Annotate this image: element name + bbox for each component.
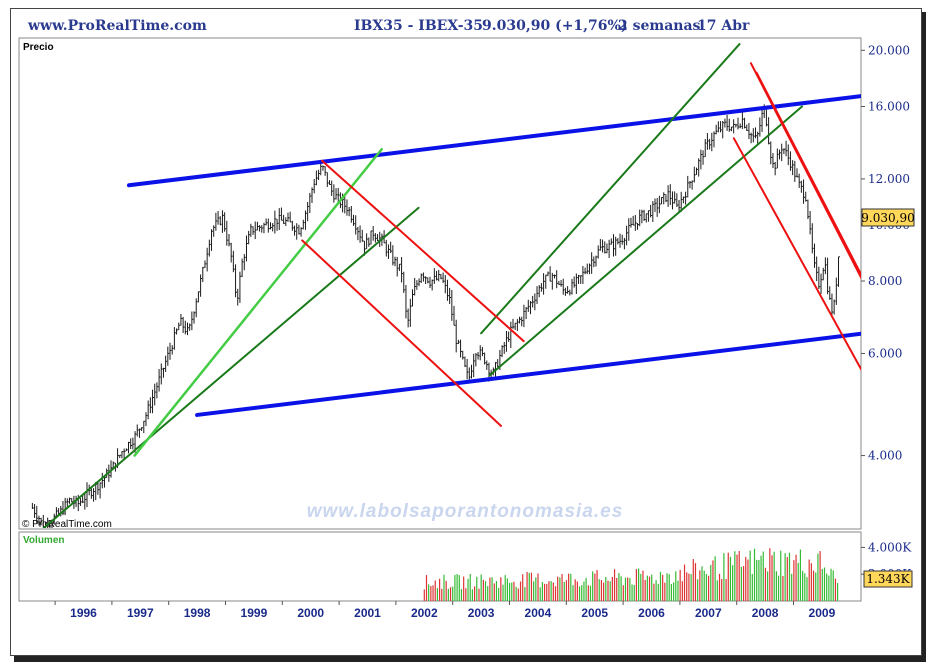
price-change: 9.030,90 (+1,76%) [482,18,628,34]
volume-layer [423,548,839,601]
x-tick-label: 2001 [354,606,381,620]
y-tick-label: 4.000 [868,449,902,463]
instrument-name: IBX35 - IBEX-35 [354,18,483,34]
price-layer [31,104,841,528]
last-price-badge [861,208,915,227]
trendline-layer [42,43,865,528]
y-tick-label: 6.000 [868,346,902,360]
date-label: 17 Abr [697,18,750,34]
trendline-blue-1[interactable] [126,94,865,188]
trendline-green-3[interactable] [42,206,420,528]
period-label: 2 semanas [618,18,701,34]
x-tick-label: 1999 [241,606,268,620]
trendline-red-7[interactable] [321,159,525,343]
x-tick-label: 2002 [411,606,438,620]
x-tick-label: 1996 [70,606,97,620]
trendline-red-8[interactable] [301,239,502,427]
last-volume-text: 1.343K [866,572,910,586]
x-tick-label: 2005 [581,606,608,620]
vol-tick-label: 4.000K [868,540,912,554]
price-panel-label: Precio [23,42,54,53]
x-tick-label: 1997 [127,606,154,620]
trendline-blue-2[interactable] [195,331,864,417]
volume-panel-label: Volumen [23,535,64,546]
x-axis: 1996 1997 1998 1999 2000 2001 2002 2003 2004 2005… [54,601,836,620]
trendline-red-10[interactable] [755,71,865,281]
site-name[interactable]: www.ProRealTime.com [28,18,207,34]
trendline-green-6[interactable] [480,43,741,335]
x-tick-label: 2003 [468,606,495,620]
x-tick-label: 2008 [752,606,779,620]
y-tick-label: 20.000 [868,43,910,57]
x-tick-label: 2000 [297,606,324,620]
last-volume-badge [863,570,913,588]
trendline-lightgreen-4[interactable] [133,148,383,457]
x-tick-label: 2006 [638,606,665,620]
x-tick-label: 2004 [525,606,552,620]
x-tick-label: 1998 [184,606,211,620]
watermark-text: www.labolsaporantonomasia.es [307,501,624,522]
trendline-red-11[interactable] [732,137,865,375]
y-tick-label: 8.000 [868,274,902,288]
copyright-label: © ProRealTime.com [22,519,112,530]
last-price-text: 9.030,90 [861,211,914,225]
trendline-green-5[interactable] [488,105,804,377]
y-tick-label: 12.000 [868,172,910,186]
y-tick-label: 16.000 [868,99,910,113]
x-tick-label: 2007 [695,606,722,620]
price-panel [18,37,862,530]
x-tick-label: 2009 [809,606,836,620]
